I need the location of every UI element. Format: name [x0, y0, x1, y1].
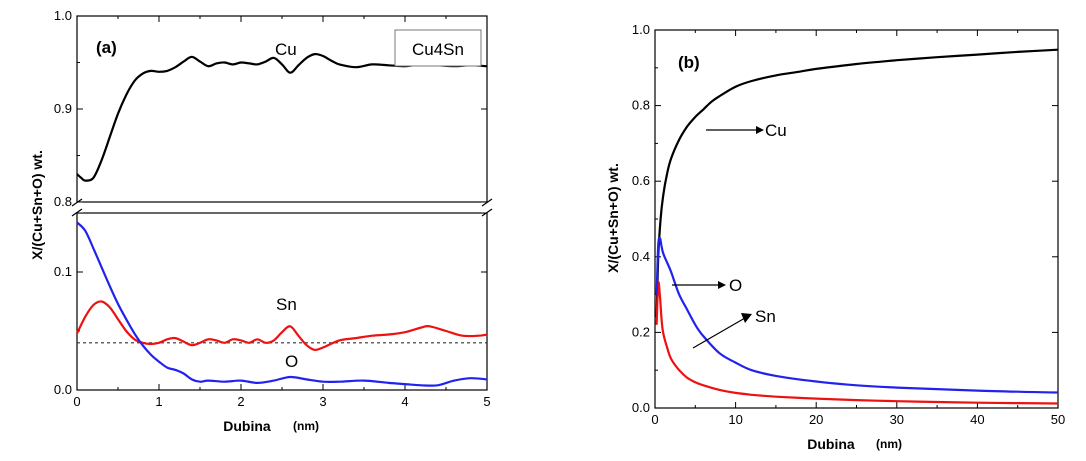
y-tick-label: 0.8 — [632, 98, 650, 113]
arrow-o-head — [718, 281, 726, 289]
legend-box-label: Cu4Sn — [412, 40, 464, 59]
annotation-o-b: O — [729, 276, 742, 295]
panel-b-x-axis-label: Dubina — [807, 436, 855, 452]
y-tick-label: 0.4 — [632, 249, 650, 264]
x-tick-label: 4 — [401, 394, 408, 409]
y-tick-label: 1.0 — [632, 22, 650, 37]
legend-box — [394, 29, 482, 67]
series-line-sn-b — [655, 280, 1059, 405]
annotation-cu-b: Cu — [765, 121, 787, 140]
arrow-cu-head — [756, 126, 764, 134]
break-slash — [71, 208, 83, 217]
panel-b-x-axis-unit: (nm) — [876, 437, 902, 451]
y-tick-label: 0.9 — [54, 101, 72, 116]
chart-panel-b: 0 10 20 30 40 50 0.0 0.2 0.4 0.6 0.8 1.0 (b) Cu O S… — [605, 22, 1065, 452]
break-gap-right — [481, 202, 493, 213]
y-tick-label: 0.1 — [54, 264, 72, 279]
x-tick-label: 1 — [155, 394, 162, 409]
series-line-o — [76, 221, 488, 387]
panel-a-x-axis-label: Dubina — [223, 418, 271, 434]
x-tick-label: 20 — [809, 412, 823, 427]
panel-a-series — [76, 52, 488, 387]
y-tick-label: 0.0 — [632, 400, 650, 415]
arrow-sn-head — [741, 313, 752, 323]
y-tick-label: 0.2 — [632, 324, 650, 339]
series-line-sn — [76, 300, 488, 352]
annotation-cu: Cu — [275, 40, 297, 59]
arrow-sn — [692, 317, 746, 349]
x-tick-label: 0 — [73, 394, 80, 409]
x-tick-label: 10 — [728, 412, 742, 427]
annotation-o: O — [285, 352, 298, 371]
panel-b-frame — [654, 29, 1059, 409]
series-line-cu — [76, 52, 488, 182]
y-tick-label: 0.0 — [54, 382, 72, 397]
x-tick-label: 2 — [237, 394, 244, 409]
panel-a-y-axis-label: X/(Cu+Sn+O) wt. — [29, 150, 45, 260]
x-tick-label: 3 — [319, 394, 326, 409]
series-line-cu-b — [655, 48, 1059, 318]
chart-panel-a: 0 1 2 3 4 50.80.91.00.00.1 (a) Cu4Sn Cu Sn O … — [29, 8, 493, 434]
annotation-sn: Sn — [276, 295, 297, 314]
x-tick-label: 0 — [651, 412, 658, 427]
break-gap-left — [71, 202, 83, 213]
series-line-o-b — [655, 236, 1059, 394]
panel-a-label: (a) — [96, 38, 117, 57]
panel-a-ticks: 0 1 2 3 4 5 0.8 0.9 1.0 0.0 0.1 — [54, 8, 491, 409]
panel-b-label: (b) — [678, 53, 700, 72]
panel-b-ticks: 0 10 20 30 40 50 0.0 0.2 0.4 0.6 0.8 1.0 — [632, 22, 1065, 427]
y-tick-label: 1.0 — [54, 8, 72, 23]
panel-b-series — [655, 48, 1059, 405]
y-tick-label: 0.8 — [54, 194, 72, 209]
break-slash — [481, 208, 493, 217]
x-tick-label: 40 — [970, 412, 984, 427]
x-tick-label: 5 — [483, 394, 490, 409]
x-tick-label: 50 — [1051, 412, 1065, 427]
x-tick-label: 30 — [890, 412, 904, 427]
panel-b-y-axis-label: X/(Cu+Sn+O) wt. — [605, 163, 621, 273]
annotation-sn-b: Sn — [755, 307, 776, 326]
panel-a-x-axis-unit: (nm) — [293, 419, 319, 433]
y-tick-label: 0.6 — [632, 173, 650, 188]
